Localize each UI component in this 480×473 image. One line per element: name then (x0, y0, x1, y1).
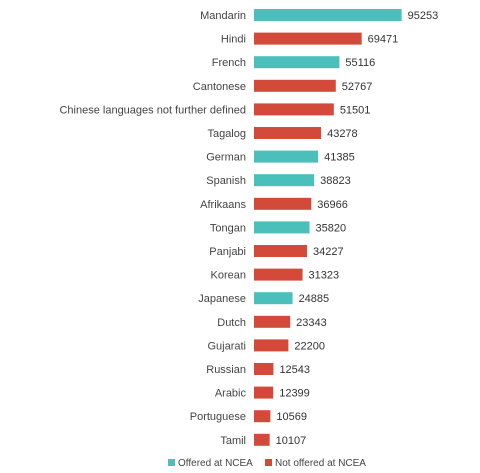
data-label-arabic: 12399 (279, 388, 310, 400)
category-label-german: German (206, 152, 246, 164)
category-label-cantonese: Cantonese (193, 81, 246, 93)
category-label-gujarati: Gujarati (207, 340, 246, 352)
data-label-dutch: 23343 (296, 317, 327, 329)
legend-swatch-offered-at-ncea (168, 459, 175, 466)
bar-panjabi (254, 245, 308, 257)
bar-tongan (254, 221, 310, 234)
category-label-mandarin: Mandarin (200, 10, 246, 22)
data-label-tamil: 10107 (276, 435, 307, 447)
legend-swatch-not-offered-at-ncea (265, 459, 272, 466)
data-label-french: 55116 (345, 57, 375, 69)
category-label-russian: Russian (206, 364, 246, 376)
bar-spanish (254, 174, 315, 187)
data-label-spanish: 38823 (320, 175, 351, 187)
bar-tamil (254, 433, 270, 446)
bar-korean (254, 268, 303, 281)
category-label-chinese-languages-not-further-defined: Chinese languages not further defined (59, 104, 246, 116)
bar-german (254, 150, 319, 163)
bar-dutch (254, 315, 291, 328)
data-label-korean: 31323 (309, 270, 340, 282)
category-label-hindi: Hindi (221, 34, 246, 46)
category-label-tagalog: Tagalog (207, 128, 246, 140)
data-label-tongan: 35820 (316, 222, 347, 234)
category-label-japanese: Japanese (198, 293, 246, 305)
data-label-japanese: 24885 (299, 293, 330, 305)
legend-label-not-offered-at-ncea: Not offered at NCEA (275, 458, 366, 469)
bar-gujarati (254, 339, 289, 352)
data-label-portuguese: 10569 (276, 411, 307, 423)
legend: Offered at NCEA Not offered at NCEA (168, 458, 366, 469)
bar-mandarin (254, 9, 402, 21)
data-label-mandarin: 95253 (408, 10, 439, 22)
category-label-spanish: Spanish (206, 175, 246, 187)
data-label-german: 41385 (324, 152, 355, 164)
data-label-hindi: 69471 (368, 34, 399, 46)
category-label-tamil: Tamil (220, 435, 246, 447)
bar-russian (254, 363, 274, 375)
data-label-gujarati: 22200 (294, 340, 325, 352)
category-label-tongan: Tongan (210, 222, 246, 234)
category-label-afrikaans: Afrikaans (200, 199, 246, 211)
category-label-panjabi: Panjabi (209, 246, 246, 258)
category-label-portuguese: Portuguese (190, 411, 246, 423)
category-label-korean: Korean (211, 270, 246, 282)
bar-portuguese (254, 410, 271, 423)
bar-hindi (254, 32, 362, 45)
bar-japanese (254, 292, 293, 305)
legend-label-offered-at-ncea: Offered at NCEA (178, 458, 253, 469)
category-label-arabic: Arabic (215, 388, 247, 400)
data-label-chinese-languages-not-further-defined: 51501 (340, 104, 371, 116)
category-label-french: French (212, 57, 246, 69)
data-label-panjabi: 34227 (313, 246, 344, 258)
category-label-dutch: Dutch (217, 317, 246, 329)
data-label-tagalog: 43278 (327, 128, 358, 140)
bar-arabic (254, 386, 274, 399)
bars-layer: Mandarin 95253 Hindi 69471 French 55116 Canton… (59, 9, 438, 447)
bar-cantonese (254, 79, 336, 92)
data-label-russian: 12543 (279, 364, 310, 376)
bar-chinese-languages-not-further-defined (254, 103, 334, 116)
bar-afrikaans (254, 197, 312, 210)
data-label-afrikaans: 36966 (317, 199, 348, 211)
bar-tagalog (254, 127, 322, 139)
data-label-cantonese: 52767 (342, 81, 373, 93)
bar-french (254, 56, 340, 69)
